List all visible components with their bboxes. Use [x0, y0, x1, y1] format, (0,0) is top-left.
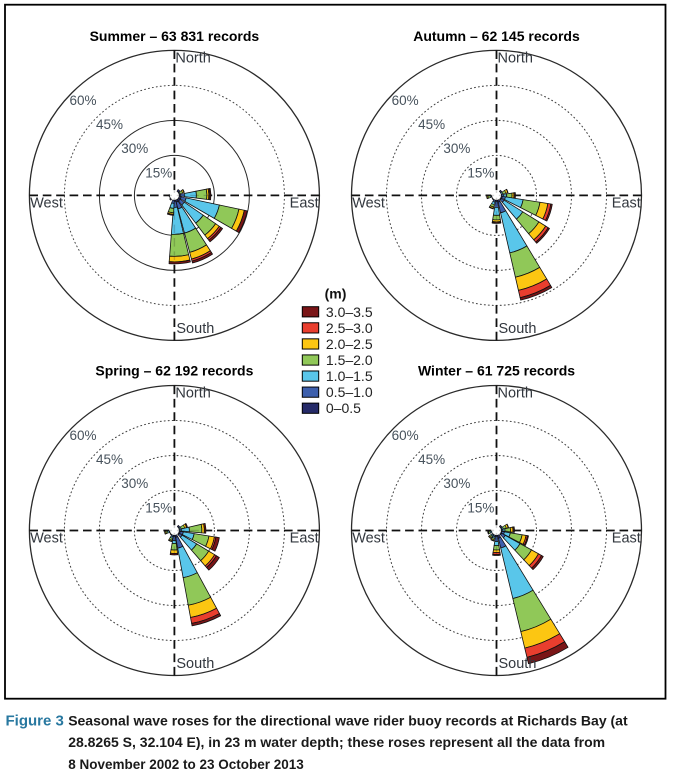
svg-text:East: East	[290, 531, 319, 547]
svg-text:North: North	[498, 50, 533, 66]
svg-text:1.0–1.5: 1.0–1.5	[326, 368, 373, 384]
svg-text:30%: 30%	[443, 476, 470, 491]
svg-text:East: East	[612, 531, 641, 547]
svg-text:30%: 30%	[121, 141, 148, 156]
svg-text:West: West	[30, 531, 63, 547]
svg-text:30%: 30%	[443, 141, 470, 156]
svg-text:0–0.5: 0–0.5	[326, 400, 361, 416]
svg-text:West: West	[30, 195, 63, 211]
svg-text:Autumn – 62 145 records: Autumn – 62 145 records	[413, 28, 580, 44]
svg-text:North: North	[175, 386, 210, 402]
svg-text:2.0–2.5: 2.0–2.5	[326, 336, 373, 352]
svg-text:South: South	[499, 321, 537, 337]
svg-text:15%: 15%	[145, 166, 172, 181]
svg-text:28.8265 S, 32.104 E), in 23 m: 28.8265 S, 32.104 E), in 23 m water dept…	[68, 734, 605, 750]
svg-text:3.0–3.5: 3.0–3.5	[326, 304, 373, 320]
svg-text:South: South	[176, 321, 214, 337]
svg-text:60%: 60%	[392, 93, 419, 108]
svg-text:60%: 60%	[69, 93, 96, 108]
svg-text:(m): (m)	[325, 286, 347, 302]
svg-text:1.5–2.0: 1.5–2.0	[326, 352, 373, 368]
svg-text:North: North	[175, 50, 210, 66]
svg-text:45%: 45%	[96, 452, 123, 467]
svg-text:30%: 30%	[121, 476, 148, 491]
svg-text:15%: 15%	[145, 501, 172, 516]
svg-text:Spring – 62 192 records: Spring – 62 192 records	[95, 362, 253, 378]
svg-text:45%: 45%	[418, 452, 445, 467]
svg-text:Seasonal wave roses for the di: Seasonal wave roses for the directional …	[68, 712, 628, 728]
svg-text:North: North	[498, 386, 533, 402]
svg-text:45%: 45%	[96, 117, 123, 132]
svg-text:West: West	[352, 531, 385, 547]
svg-text:East: East	[290, 195, 319, 211]
svg-text:2.5–3.0: 2.5–3.0	[326, 320, 373, 336]
svg-text:Figure 3: Figure 3	[6, 712, 64, 729]
svg-text:15%: 15%	[467, 501, 494, 516]
svg-text:45%: 45%	[418, 117, 445, 132]
svg-text:Winter – 61 725 records: Winter – 61 725 records	[418, 362, 575, 378]
svg-text:60%: 60%	[69, 428, 96, 443]
svg-text:West: West	[352, 195, 385, 211]
svg-text:South: South	[176, 656, 214, 672]
svg-text:South: South	[499, 656, 537, 672]
svg-text:0.5–1.0: 0.5–1.0	[326, 384, 373, 400]
svg-text:60%: 60%	[392, 428, 419, 443]
svg-text:15%: 15%	[467, 166, 494, 181]
svg-text:East: East	[612, 195, 641, 211]
svg-text:Summer – 63 831 records: Summer – 63 831 records	[90, 28, 260, 44]
svg-text:8 November 2002 to 23 October: 8 November 2002 to 23 October 2013	[68, 757, 304, 772]
